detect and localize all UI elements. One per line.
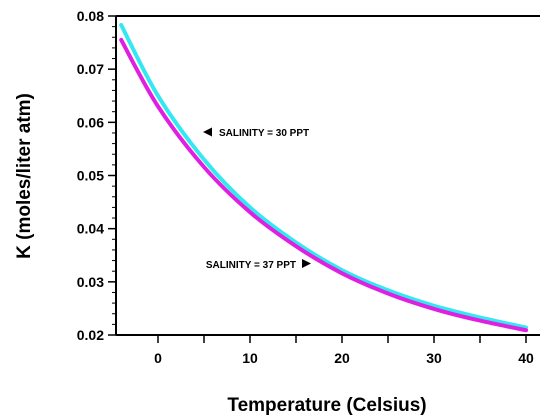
y-axis-title: K (moles/liter atm) xyxy=(14,93,35,259)
annotation-arrow-left-icon xyxy=(203,128,212,137)
x-tick-label: 40 xyxy=(518,350,534,366)
x-tick-label: 10 xyxy=(242,350,258,366)
annotation-arrow-right-icon xyxy=(302,259,311,268)
y-tick-label: 0.05 xyxy=(77,168,104,184)
y-tick-label: 0.03 xyxy=(77,274,104,290)
series-line-salinity-30 xyxy=(121,25,526,328)
series-layer xyxy=(121,25,526,330)
y-tick-label: 0.07 xyxy=(77,61,104,77)
annotation-salinity-37: SALINITY = 37 PPT xyxy=(206,260,296,271)
x-axis-title: Temperature (Celsius) xyxy=(227,395,426,416)
y-tick-label: 0.04 xyxy=(77,221,104,237)
axes: 0.02 0.03 0.04 0.05 0.06 0.07 0.08 0 10 20 30 40 xyxy=(77,8,540,366)
y-tick-label: 0.08 xyxy=(77,8,104,24)
y-tick-label: 0.02 xyxy=(77,327,104,343)
y-tick-label: 0.06 xyxy=(77,114,104,130)
x-tick-label: 0 xyxy=(154,350,162,366)
series-line-salinity-37 xyxy=(121,40,526,330)
annotation-salinity-30: SALINITY = 30 PPT xyxy=(219,128,309,139)
x-tick-label: 30 xyxy=(426,350,442,366)
x-tick-label: 20 xyxy=(334,350,350,366)
